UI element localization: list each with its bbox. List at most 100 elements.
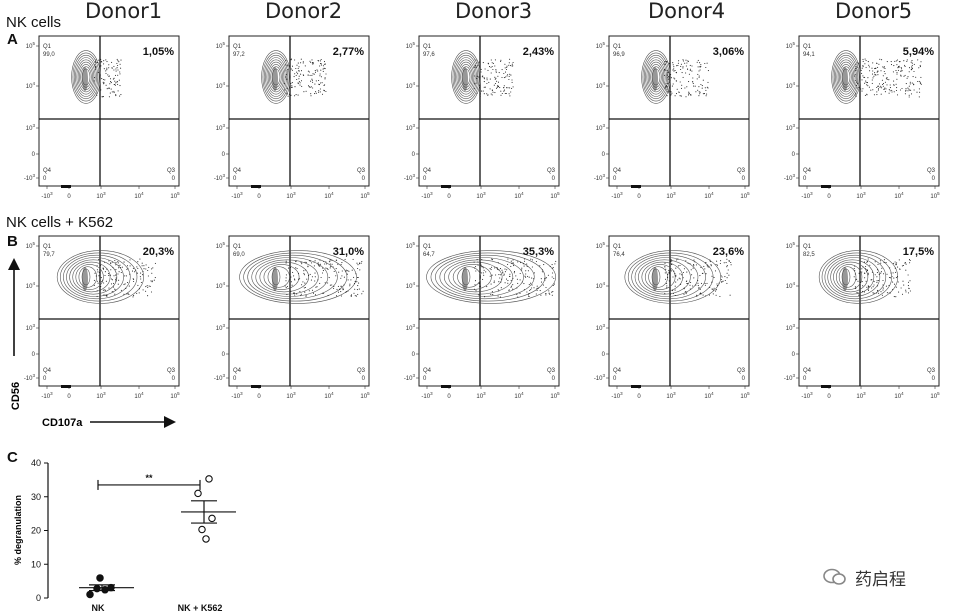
event-dot xyxy=(115,269,117,271)
event-dot xyxy=(882,279,884,282)
event-dot xyxy=(673,68,675,70)
y-tick-label: 0 xyxy=(222,152,226,158)
event-dot xyxy=(674,294,676,297)
event-dot xyxy=(711,281,713,283)
event-dot xyxy=(918,88,920,90)
q1-label: Q1 xyxy=(803,44,812,50)
event-dot xyxy=(721,281,723,283)
event-dot xyxy=(297,94,299,96)
q3-value: 0 xyxy=(172,176,176,182)
event-dot xyxy=(900,68,903,70)
event-dot xyxy=(672,276,674,278)
contour-line xyxy=(76,59,96,95)
event-dot xyxy=(907,285,909,287)
q4-value: 0 xyxy=(233,176,237,182)
event-dot xyxy=(883,66,885,68)
event-dot xyxy=(126,281,129,284)
event-dot xyxy=(479,96,481,98)
x-tick-label: 104 xyxy=(894,191,904,200)
event-dot xyxy=(295,74,297,76)
event-dot xyxy=(147,295,149,297)
event-dot xyxy=(308,275,310,277)
event-dot xyxy=(115,94,117,96)
event-dot xyxy=(500,60,502,62)
axis-event-pile xyxy=(631,385,641,388)
event-dot xyxy=(865,80,867,82)
event-dot xyxy=(121,266,123,268)
contour-line xyxy=(631,254,706,300)
q4-label: Q4 xyxy=(233,368,242,374)
event-dot xyxy=(874,274,876,276)
q1-value: 94,1 xyxy=(803,52,815,58)
event-dot xyxy=(493,282,495,284)
event-dot xyxy=(317,263,319,265)
event-dot xyxy=(478,294,480,296)
event-dot xyxy=(480,264,482,266)
event-dot xyxy=(99,289,101,291)
event-dot xyxy=(685,280,687,283)
event-dot xyxy=(528,295,530,298)
event-dot xyxy=(862,58,864,60)
event-dot xyxy=(100,65,102,67)
event-dot xyxy=(857,62,859,64)
event-dot xyxy=(483,78,485,80)
event-dot xyxy=(679,273,681,275)
event-dot xyxy=(904,65,906,68)
event-dot xyxy=(300,58,302,60)
event-dot xyxy=(667,75,669,78)
event-dot xyxy=(726,258,728,260)
contour-line xyxy=(262,52,290,102)
event-dot xyxy=(328,277,330,279)
event-dot xyxy=(478,76,480,78)
event-dot xyxy=(670,259,672,261)
event-dot xyxy=(349,283,351,285)
density-core xyxy=(82,67,88,91)
q4-value: 0 xyxy=(43,176,47,182)
event-dot xyxy=(305,295,307,297)
event-dot xyxy=(708,294,710,296)
event-dot xyxy=(673,66,675,68)
event-dot xyxy=(664,63,666,65)
event-dot xyxy=(664,61,666,63)
event-dot xyxy=(354,295,356,297)
axis-event-pile xyxy=(251,185,261,188)
event-dot xyxy=(496,80,498,82)
contour-line xyxy=(75,57,97,97)
event-dot xyxy=(116,81,118,83)
event-dot xyxy=(310,93,312,95)
event-dot xyxy=(867,274,869,276)
event-dot xyxy=(693,264,695,266)
event-dot xyxy=(682,67,684,69)
event-dot xyxy=(110,88,112,90)
event-dot xyxy=(686,291,688,293)
event-dot xyxy=(688,81,690,83)
event-dot xyxy=(497,268,499,271)
event-dot xyxy=(104,261,106,263)
event-dot xyxy=(507,258,509,260)
event-dot xyxy=(116,67,118,69)
event-dot xyxy=(304,261,306,263)
event-dot xyxy=(500,90,502,92)
event-dot xyxy=(105,84,107,86)
event-dot xyxy=(854,286,856,288)
event-dot xyxy=(682,66,684,68)
event-dot xyxy=(885,78,887,80)
event-dot xyxy=(709,261,711,263)
event-dot xyxy=(683,293,685,295)
event-dot xyxy=(294,294,296,296)
event-dot xyxy=(480,68,482,70)
event-dot xyxy=(93,80,95,82)
x-tick-label: 0 xyxy=(447,394,451,400)
event-dot xyxy=(867,288,869,290)
event-dot xyxy=(696,295,698,297)
event-dot xyxy=(473,75,475,77)
event-dot xyxy=(487,69,489,71)
event-dot xyxy=(876,292,878,294)
category-label: NK xyxy=(92,603,105,613)
event-dot xyxy=(723,262,725,264)
event-dot xyxy=(871,82,873,84)
contour-line xyxy=(72,52,100,102)
event-dot xyxy=(727,269,729,271)
q3-value: 0 xyxy=(932,376,936,382)
